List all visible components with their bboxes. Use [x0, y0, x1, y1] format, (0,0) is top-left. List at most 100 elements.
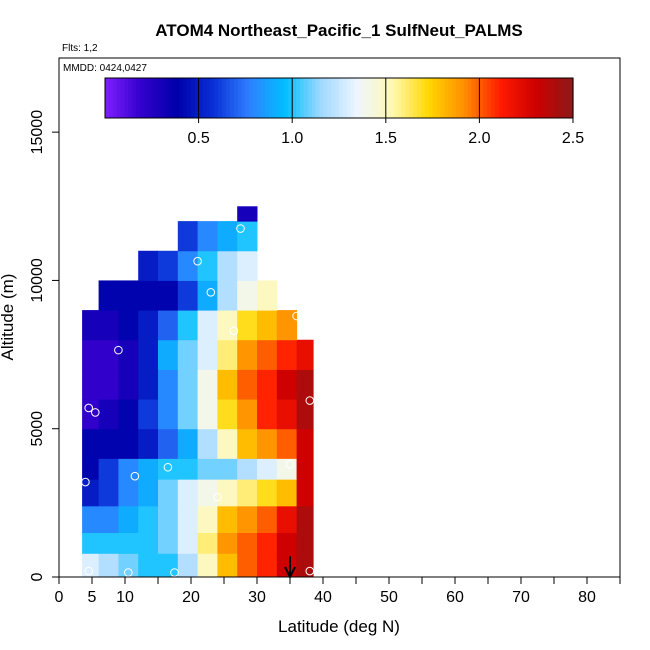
heatmap-cell [138, 280, 159, 311]
heatmap-cell [217, 310, 238, 341]
colorbar-segment [518, 78, 523, 118]
heatmap-cell [138, 479, 159, 507]
heatmap-cell [217, 221, 238, 252]
heatmap-cell [296, 428, 314, 459]
heatmap-cell [138, 250, 159, 281]
heatmap-cell [296, 553, 314, 578]
colorbar-segment [401, 78, 406, 118]
colorbar-segment [561, 78, 566, 118]
colorbar-segment [175, 78, 180, 118]
heatmap-cell [276, 458, 298, 480]
colorbar-segment [389, 78, 395, 118]
heatmap-cell [177, 532, 199, 554]
heatmap-cell [217, 553, 238, 578]
colorbar-segment [397, 78, 402, 118]
heatmap-cell [257, 532, 278, 554]
heatmap-cell [177, 339, 199, 370]
colorbar-segment [300, 78, 305, 118]
heatmap-cell [158, 479, 179, 507]
heatmap-cell [237, 369, 258, 400]
heatmap-cell [138, 458, 159, 480]
heatmap-cell [118, 479, 139, 507]
colorbar-segment [159, 78, 165, 118]
heatmap-cell [177, 458, 199, 480]
colorbar-segment [506, 78, 512, 118]
heatmap-cell [257, 505, 278, 534]
colorbar-segment [261, 78, 266, 118]
colorbar-segment [280, 78, 285, 118]
sample-point [292, 311, 301, 321]
heatmap-cell [237, 221, 258, 252]
colorbar-segment [339, 78, 344, 118]
heatmap-cell [138, 532, 159, 554]
heatmap-cell [118, 399, 139, 430]
colorbar-segment [428, 78, 434, 118]
heatmap-cell [98, 505, 119, 534]
colorbar-segment [495, 78, 500, 118]
colorbar-segment [198, 78, 204, 118]
colorbar-segment [385, 78, 391, 118]
heatmap-cell [98, 532, 119, 554]
sample-point [130, 471, 140, 481]
colorbar-segment [105, 78, 110, 118]
colorbar-tick-label: 2.0 [468, 130, 490, 147]
heatmap-cell [217, 505, 238, 534]
colorbar-segment [514, 78, 519, 118]
heatmap-cell [217, 428, 238, 459]
x-tick-label: 50 [380, 589, 398, 606]
x-tick-label: 60 [446, 589, 464, 606]
heatmap-cell [217, 458, 238, 480]
heatmap-cell [82, 310, 100, 341]
x-tick-label: 70 [512, 589, 530, 606]
colorbar-segment [522, 78, 527, 118]
colorbar-segment [128, 78, 133, 118]
colorbar-segment [210, 78, 215, 118]
heatmap-cell [118, 553, 139, 578]
heatmap-cell [158, 458, 179, 480]
heatmap-cell [158, 505, 179, 534]
heatmap-cell [237, 280, 258, 311]
heatmap-cell [197, 280, 218, 311]
sample-point [84, 566, 93, 576]
heatmap-cell [257, 280, 278, 311]
sample-point [305, 566, 315, 576]
sample-point [206, 287, 216, 297]
colorbar-segment [307, 78, 313, 118]
colorbar-segment [268, 78, 274, 118]
colorbar-segment [378, 78, 383, 118]
colorbar-segment [264, 78, 270, 118]
x-axis: 0 5 10 20 30 40 50 60 70 80 [55, 577, 621, 606]
heatmap-cell [237, 310, 258, 341]
y-axis: 0 5000 10000 15000 [29, 110, 59, 581]
heatmap-cell [177, 399, 199, 430]
colorbar-segment [526, 78, 531, 118]
colorbar-segment [448, 78, 453, 118]
heatmap-cell [296, 399, 314, 430]
colorbar-segment [417, 78, 422, 118]
colorbar-tick-label: 1.5 [375, 130, 397, 147]
heatmap-cell [98, 339, 119, 370]
heatmap-cell [118, 458, 139, 480]
heatmap-cell [276, 339, 298, 370]
heatmap-cell [138, 310, 159, 341]
heatmap-cell [237, 250, 258, 281]
colorbar-tick-label: 0.5 [187, 130, 209, 147]
colorbar-segment [155, 78, 161, 118]
heatmap-cell [158, 369, 179, 400]
sample-point [91, 408, 100, 417]
heatmap-cell [217, 339, 238, 370]
heatmap-cell [138, 428, 159, 459]
colorbar-segment [405, 78, 410, 118]
heatmap-cell [98, 399, 119, 430]
sample-point [124, 568, 133, 577]
colorbar-segment [120, 78, 126, 118]
heatmap-cell [177, 310, 199, 341]
heatmap-cell [197, 532, 218, 554]
colorbar-segment [245, 78, 250, 118]
colorbar-segment [296, 78, 301, 118]
y-tick-label: 10000 [29, 258, 46, 303]
heatmap-cell [98, 280, 119, 311]
heatmap-cell [82, 479, 100, 507]
sample-point [229, 326, 239, 336]
colorbar-tick-label: 2.5 [562, 130, 584, 147]
